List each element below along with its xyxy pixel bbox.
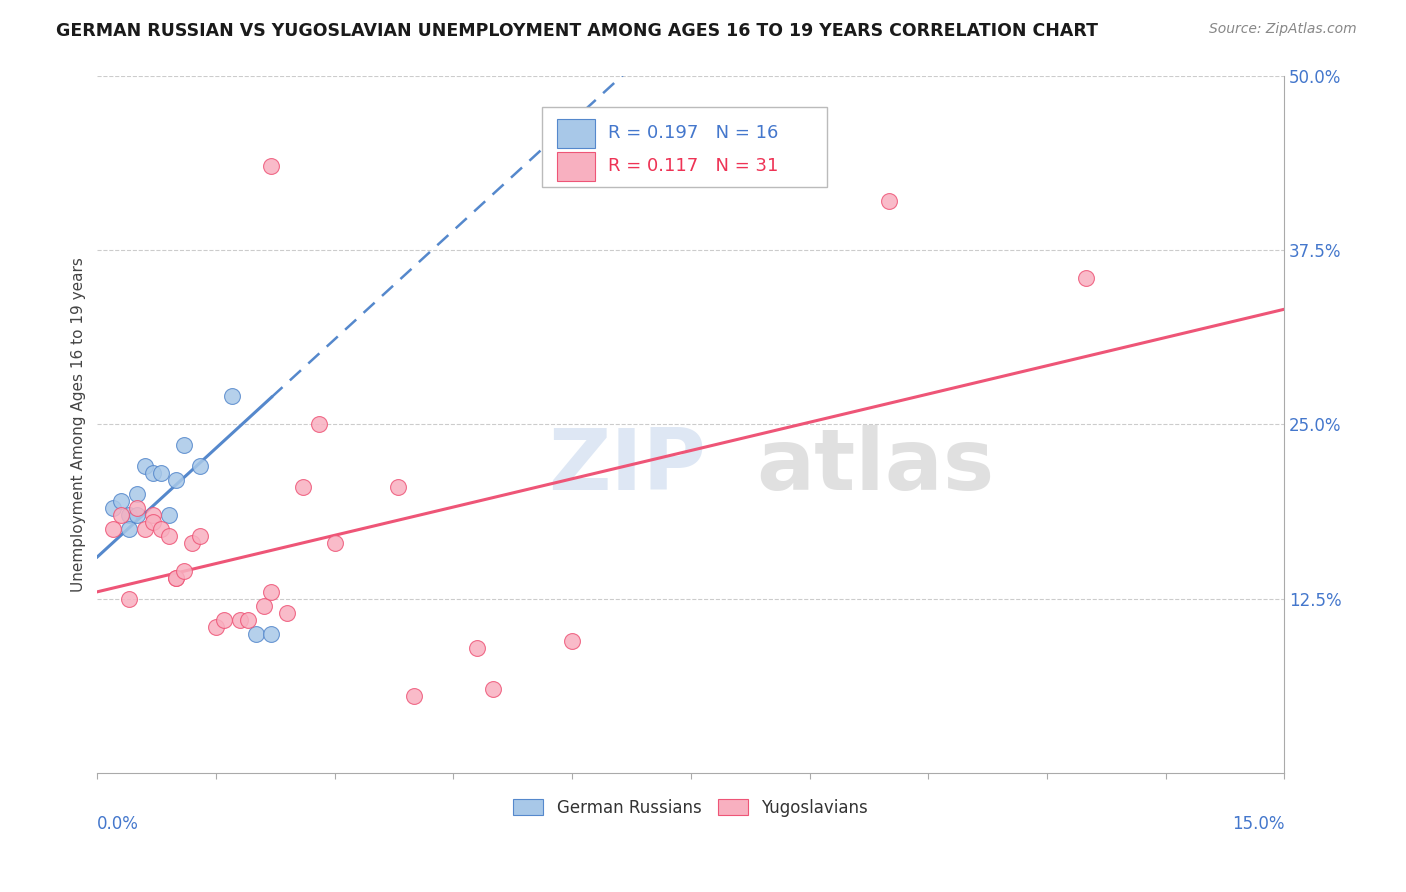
FancyBboxPatch shape <box>543 107 827 187</box>
Point <box>465 640 488 655</box>
Point <box>188 529 211 543</box>
Point <box>118 522 141 536</box>
Point <box>877 194 900 208</box>
Point <box>142 466 165 480</box>
Point <box>118 508 141 522</box>
Point <box>236 613 259 627</box>
Point <box>134 522 156 536</box>
Point <box>387 480 409 494</box>
Point <box>1076 270 1098 285</box>
Point <box>173 438 195 452</box>
Point <box>245 626 267 640</box>
Point <box>166 571 188 585</box>
Point <box>110 508 132 522</box>
Point <box>149 522 172 536</box>
Text: Source: ZipAtlas.com: Source: ZipAtlas.com <box>1209 22 1357 37</box>
Text: atlas: atlas <box>756 425 994 508</box>
Point <box>205 620 228 634</box>
Text: GERMAN RUSSIAN VS YUGOSLAVIAN UNEMPLOYMENT AMONG AGES 16 TO 19 YEARS CORRELATION: GERMAN RUSSIAN VS YUGOSLAVIAN UNEMPLOYME… <box>56 22 1098 40</box>
Point <box>125 508 148 522</box>
Text: 0.0%: 0.0% <box>97 815 139 833</box>
Point <box>101 501 124 516</box>
Point <box>166 473 188 487</box>
Point <box>260 626 283 640</box>
Point <box>125 501 148 516</box>
Point <box>402 690 425 704</box>
Point <box>221 389 243 403</box>
Point <box>125 487 148 501</box>
Point <box>188 459 211 474</box>
Point <box>173 564 195 578</box>
Text: 15.0%: 15.0% <box>1232 815 1284 833</box>
Point <box>276 606 298 620</box>
Text: ZIP: ZIP <box>548 425 706 508</box>
FancyBboxPatch shape <box>557 152 595 181</box>
Point <box>229 613 252 627</box>
Point <box>118 591 141 606</box>
Point <box>252 599 274 613</box>
Text: R = 0.117   N = 31: R = 0.117 N = 31 <box>607 157 778 175</box>
Y-axis label: Unemployment Among Ages 16 to 19 years: Unemployment Among Ages 16 to 19 years <box>72 257 86 591</box>
Point <box>260 584 283 599</box>
Point <box>110 494 132 508</box>
Point <box>101 522 124 536</box>
Point <box>157 508 180 522</box>
Text: R = 0.197   N = 16: R = 0.197 N = 16 <box>607 124 778 143</box>
Point <box>166 571 188 585</box>
Point <box>134 459 156 474</box>
Point <box>482 682 505 697</box>
FancyBboxPatch shape <box>557 119 595 148</box>
Point <box>157 529 180 543</box>
Point <box>308 417 330 432</box>
Point <box>323 536 346 550</box>
Point <box>292 480 315 494</box>
Point <box>142 515 165 529</box>
Point <box>142 508 165 522</box>
Point <box>149 466 172 480</box>
Point <box>260 159 283 173</box>
Point <box>561 633 583 648</box>
Point <box>181 536 204 550</box>
Point <box>212 613 235 627</box>
Legend: German Russians, Yugoslavians: German Russians, Yugoslavians <box>506 792 875 823</box>
